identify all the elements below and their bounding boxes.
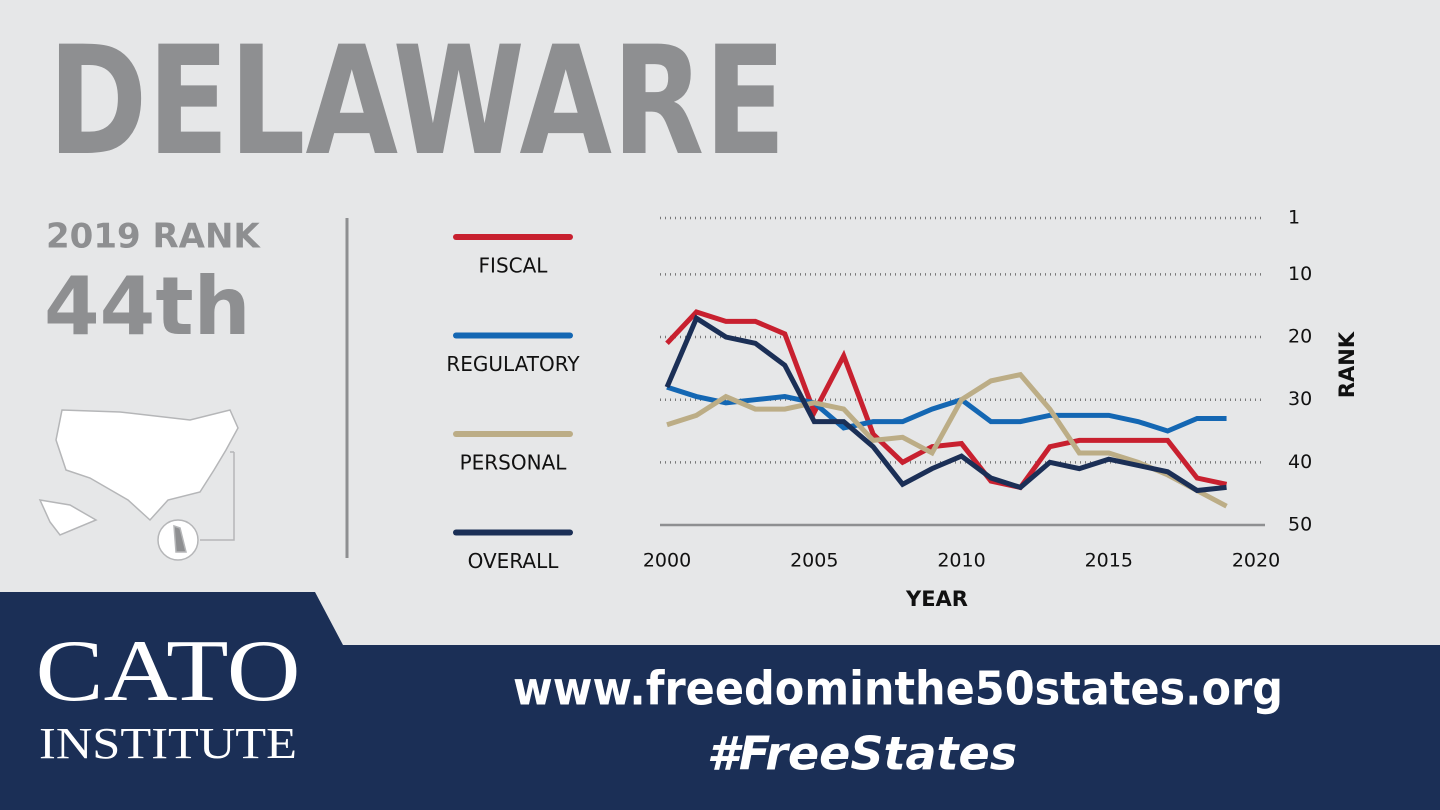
legend-label: FISCAL (479, 254, 549, 278)
x-tick-label: 2010 (937, 550, 985, 572)
x-tick-label: 2015 (1085, 550, 1133, 572)
legend-label: PERSONAL (460, 451, 568, 475)
x-tick-label: 2000 (643, 550, 691, 572)
x-tick-label: 2005 (790, 550, 838, 572)
y-axis-label: RANK (1335, 331, 1359, 398)
x-axis-label: YEAR (905, 587, 968, 611)
y-tick-label: 40 (1288, 451, 1312, 473)
y-tick-label: 10 (1288, 263, 1312, 285)
rank-label: 2019 RANK (46, 217, 261, 257)
series-line (665, 309, 1228, 491)
series-line (664, 314, 1227, 494)
x-tick-label: 2020 (1232, 550, 1280, 572)
logo-name: CATO (36, 623, 301, 720)
us-map (38, 409, 239, 561)
y-tick-label: 1 (1288, 207, 1300, 229)
series-line (666, 384, 1227, 434)
chart: 1 10 20 30 40 50 2000 2005 2010 2015 2020 FISCAL REG… (446, 207, 1312, 574)
footer-hashtag: #FreeStates (707, 727, 1017, 781)
footer-band (0, 592, 1440, 810)
legend-label: OVERALL (468, 549, 560, 573)
series-line (666, 371, 1228, 509)
y-tick-label: 50 (1288, 514, 1312, 536)
legend-label: REGULATORY (446, 352, 580, 376)
rank-value: 44th (44, 260, 251, 353)
logo-subtitle: INSTITUTE (39, 719, 297, 768)
y-tick-label: 20 (1288, 326, 1312, 348)
y-tick-label: 30 (1288, 388, 1312, 410)
footer-url[interactable]: www.freedominthe50states.org (513, 662, 1283, 716)
state-title: DELAWARE (48, 15, 786, 189)
